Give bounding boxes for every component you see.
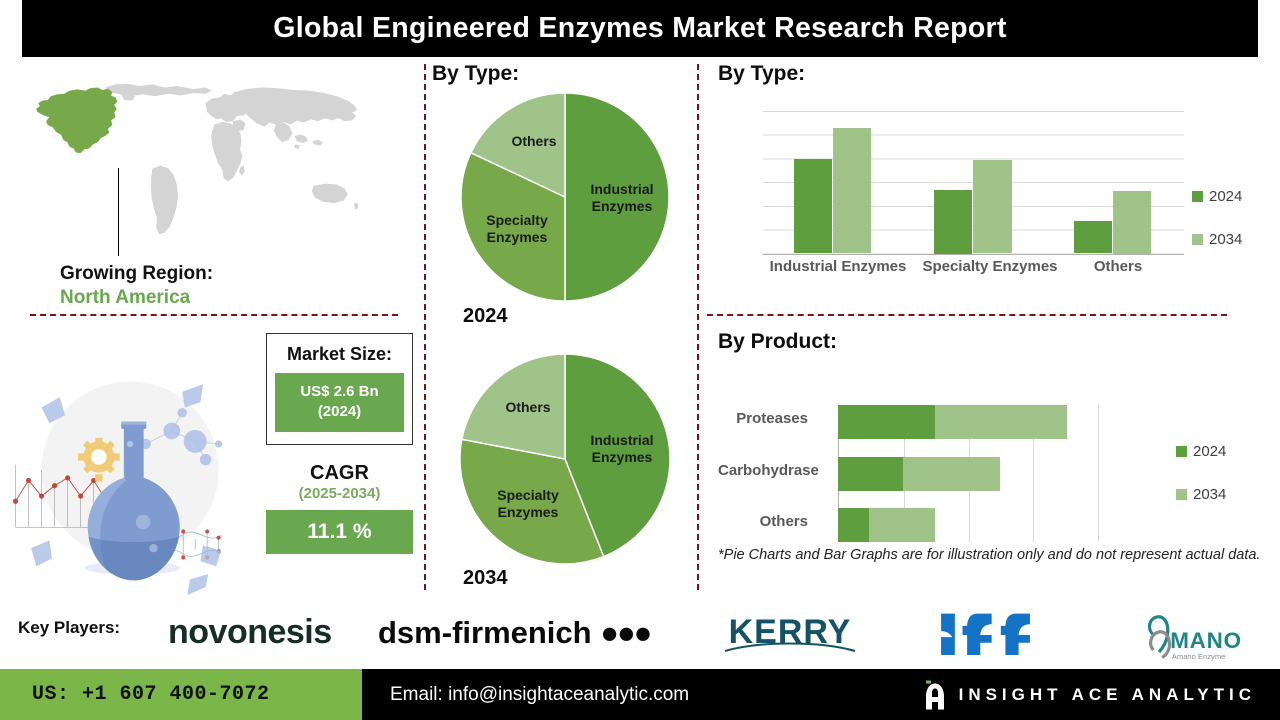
svg-text:Amano Enzyme: Amano Enzyme [1172,652,1226,661]
svg-text:MANO: MANO [1170,628,1242,653]
svg-text:KERRY: KERRY [729,613,852,651]
